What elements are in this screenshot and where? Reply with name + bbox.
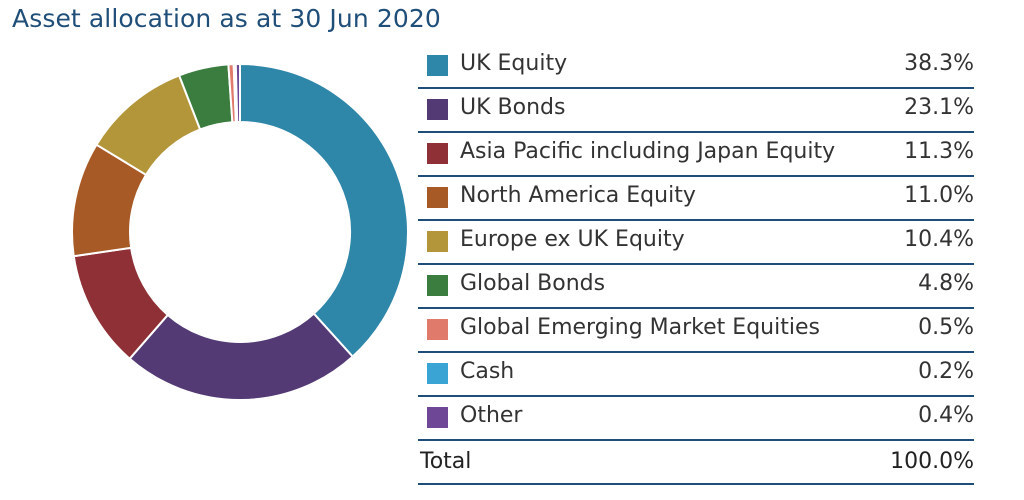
legend-label: UK Bonds xyxy=(460,95,566,120)
donut-slice xyxy=(128,312,355,401)
legend-value: 11.0% xyxy=(904,183,974,208)
legend-value: 38.3% xyxy=(904,51,974,76)
legend-label: UK Equity xyxy=(460,51,568,76)
legend-row: UK Bonds 23.1% xyxy=(418,89,974,133)
legend-label: Global Emerging Market Equities xyxy=(460,315,820,340)
total-value: 100.0% xyxy=(890,449,974,474)
chart-title: Asset allocation as at 30 Jun 2020 xyxy=(12,4,441,33)
legend-row: Global Bonds 4.8% xyxy=(418,265,974,309)
legend-value: 4.8% xyxy=(918,271,974,296)
legend-table: UK Equity 38.3% UK Bonds 23.1% Asia Pacific … xyxy=(418,45,974,485)
legend-label: Global Bonds xyxy=(460,271,606,296)
legend-value: 11.3% xyxy=(904,139,974,164)
donut-chart xyxy=(71,62,409,401)
legend-row: Europe ex UK Equity 10.4% xyxy=(418,221,974,265)
legend-row: North America Equity 11.0% xyxy=(418,177,974,221)
legend-swatch xyxy=(427,319,448,340)
legend-value: 0.4% xyxy=(918,403,974,428)
legend-swatch xyxy=(427,363,448,384)
legend-swatch xyxy=(427,187,448,208)
legend-row: Other 0.4% xyxy=(418,397,974,441)
legend-row: Cash 0.2% xyxy=(418,353,974,397)
legend-swatch xyxy=(427,143,448,164)
legend-value: 23.1% xyxy=(904,95,974,120)
legend-label: Other xyxy=(460,403,523,428)
legend-row: Global Emerging Market Equities 0.5% xyxy=(418,309,974,353)
legend-value: 10.4% xyxy=(904,227,974,252)
legend-value: 0.2% xyxy=(918,359,974,384)
legend-swatch xyxy=(427,231,448,252)
legend-swatch xyxy=(427,407,448,428)
legend-swatch xyxy=(427,275,448,296)
legend-swatch xyxy=(427,99,448,120)
total-row: Total 100.0% xyxy=(418,441,974,485)
legend-swatch xyxy=(427,55,448,76)
legend-row: UK Equity 38.3% xyxy=(418,45,974,89)
legend-label: Cash xyxy=(460,359,515,384)
legend-value: 0.5% xyxy=(918,315,974,340)
legend-label: North America Equity xyxy=(460,183,696,208)
legend-label: Europe ex UK Equity xyxy=(460,227,685,252)
donut-slice xyxy=(234,62,241,124)
legend-row: Asia Pacific including Japan Equity 11.3% xyxy=(418,133,974,177)
donut-slice xyxy=(239,62,409,359)
legend-label: Asia Pacific including Japan Equity xyxy=(460,139,836,164)
total-label: Total xyxy=(420,449,472,474)
